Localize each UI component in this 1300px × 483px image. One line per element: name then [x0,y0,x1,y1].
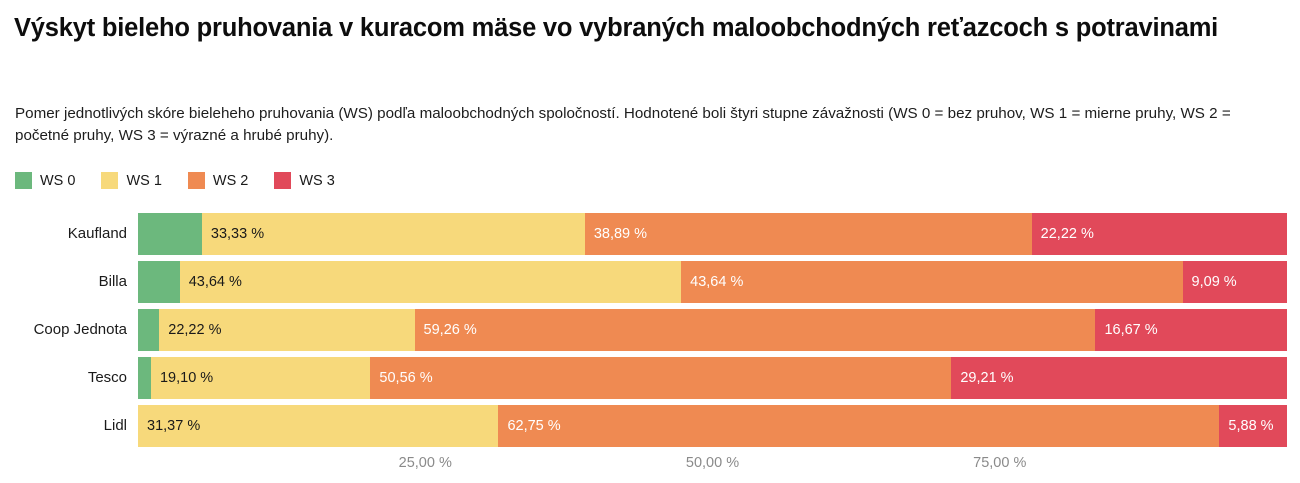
bar-segment[interactable] [138,261,180,303]
chart-row: Lidl 31,37 % 62,75 % 5,88 % [104,405,1287,447]
bar-segment[interactable] [138,357,151,399]
category-label: Lidl [103,417,127,434]
bar-segment[interactable]: 29,21 % [951,357,1287,399]
plot-area: Kaufland 33,33 % 38,89 % 22,22 % Billa 43,64 … [0,206,1300,483]
bar-value-label: 16,67 % [1104,322,1158,338]
bar-value-label: 9,09 % [1191,274,1237,290]
legend-item-label: WS 2 [212,172,249,189]
x-axis-tick-label: 75,00 % [973,455,1027,471]
bar-value-label: 43,64 % [188,274,242,290]
bar-segment[interactable]: 59,26 % [414,309,1096,351]
stacked-bar: 22,22 % 59,26 % 16,67 % [138,309,1287,351]
stacked-bar: 31,37 % 62,75 % 5,88 % [138,405,1287,447]
chart-row: Coop Jednota 22,22 % 59,26 % 16,67 % [34,309,1287,351]
bar-value-label: 31,37 % [147,418,201,434]
bar-segment[interactable] [138,213,202,255]
bar-segment[interactable]: 43,64 % [681,261,1183,303]
bar-segment[interactable]: 19,10 % [150,357,371,399]
legend-item-label: WS 0 [40,172,76,189]
legend-swatch-icon [15,172,32,189]
bar-segment[interactable]: 9,09 % [1182,261,1287,303]
legend-swatch-icon [274,172,292,189]
x-axis-tick-label: 50,00 % [685,455,740,471]
bar-value-label: 38,89 % [593,226,648,242]
bar-value-label: 59,26 % [423,322,477,338]
chart-row: Billa 43,64 % 43,64 % 9,09 % [99,261,1287,303]
bar-segment[interactable]: 31,37 % [138,405,499,447]
chart-legend: WS 0 WS 1 WS 2 WS 3 [15,172,361,189]
bar-segment[interactable]: 50,56 % [370,357,952,399]
legend-item-ws-2[interactable]: WS 2 [187,172,249,189]
page-title: Výskyt bieleho pruhovania v kuracom mäse… [14,14,1219,42]
legend-swatch-icon [187,172,205,189]
bars-container: Kaufland 33,33 % 38,89 % 22,22 % Billa 43,64 … [34,206,1287,447]
bar-value-label: 22,22 % [168,322,222,338]
legend-swatch-icon [101,172,119,189]
chart-row: Kaufland 33,33 % 38,89 % 22,22 % [68,213,1287,255]
legend-item-ws-1[interactable]: WS 1 [101,172,162,189]
x-axis-tick-label: 25,00 % [398,455,452,471]
stacked-bar: 43,64 % 43,64 % 9,09 % [138,261,1287,303]
bar-value-label: 33,33 % [210,226,265,242]
bar-segment[interactable]: 33,33 % [201,213,585,255]
legend-item-ws-0[interactable]: WS 0 [15,172,75,189]
legend-item-label: WS 3 [299,172,335,189]
bar-segment[interactable]: 16,67 % [1095,309,1287,351]
bar-value-label: 62,75 % [507,418,561,434]
bar-segment[interactable]: 5,88 % [1219,405,1287,447]
bar-segment[interactable]: 62,75 % [498,405,1220,447]
legend-item-label: WS 1 [126,172,162,189]
bar-segment[interactable]: 38,89 % [584,213,1032,255]
bar-segment[interactable]: 43,64 % [179,261,682,303]
bar-value-label: 29,21 % [960,370,1014,386]
stacked-bar: 19,10 % 50,56 % 29,21 % [138,357,1287,399]
bar-value-label: 50,56 % [379,370,433,386]
category-label: Kaufland [67,225,127,242]
category-label: Tesco [87,369,127,386]
bar-value-label: 43,64 % [690,274,744,290]
bar-value-label: 22,22 % [1040,226,1094,242]
category-label: Billa [98,273,127,290]
x-axis: 25,00 % 50,00 % 75,00 % [138,446,1287,483]
chart-subtitle: Pomer jednotlivých skóre bieleheho pruho… [15,105,1231,145]
category-label: Coop Jednota [33,321,127,338]
bar-segment[interactable]: 22,22 % [159,309,415,351]
bar-segment[interactable]: 22,22 % [1031,213,1287,255]
stacked-bar: 33,33 % 38,89 % 22,22 % [138,213,1287,255]
chart-row: Tesco 19,10 % 50,56 % 29,21 % [88,357,1287,399]
legend-item-ws-3[interactable]: WS 3 [274,172,335,189]
bar-value-label: 5,88 % [1228,418,1274,434]
bar-value-label: 19,10 % [159,370,214,386]
bar-segment[interactable] [138,309,160,351]
